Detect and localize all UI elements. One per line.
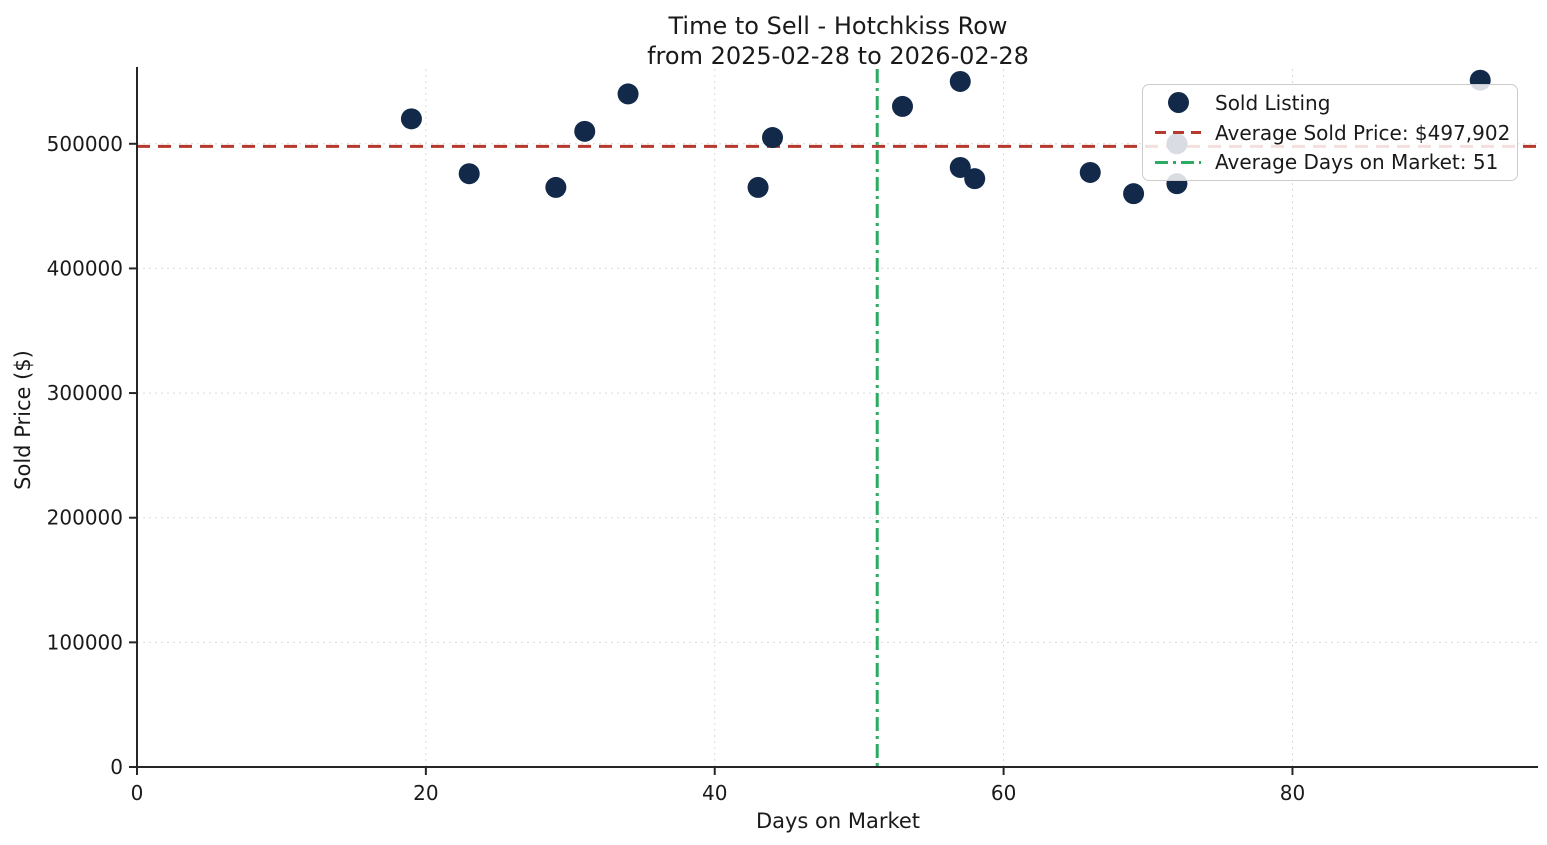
y-tick-label: 100000 bbox=[47, 630, 123, 654]
y-tick-label: 200000 bbox=[47, 506, 123, 530]
axes-layer: 0 20 40 60 80 0 100000 200000 300000 400000 500000 bbox=[47, 67, 1538, 805]
y-tick-label: 0 bbox=[110, 755, 123, 779]
x-tick-label: 0 bbox=[131, 781, 144, 805]
dashed-line-icon bbox=[1155, 130, 1201, 135]
sold-listing-point bbox=[545, 176, 567, 198]
grid-layer bbox=[137, 69, 1538, 767]
chart-title-line-2: from 2025-02-28 to 2026-02-28 bbox=[647, 42, 1029, 70]
sold-listing-point bbox=[747, 176, 769, 198]
y-tick-label: 300000 bbox=[47, 381, 123, 405]
sold-listing-point bbox=[762, 127, 784, 149]
sold-listing-point bbox=[949, 156, 971, 178]
dashdot-line-icon bbox=[1155, 160, 1201, 164]
x-axis-label: Days on Market bbox=[756, 809, 920, 833]
legend-item-average-days-on-market: Average Days on Market: 51 bbox=[1155, 147, 1507, 177]
sold-listing-point bbox=[617, 83, 639, 105]
legend-item-sold-listing: Sold Listing bbox=[1155, 88, 1507, 118]
sold-listing-point bbox=[1123, 183, 1145, 205]
x-tick-label: 20 bbox=[413, 781, 438, 805]
y-tick-label: 500000 bbox=[47, 132, 123, 156]
sold-listing-point bbox=[964, 168, 986, 190]
legend-item-average-sold-price: Average Sold Price: $497,902 bbox=[1155, 118, 1511, 148]
x-tick-label: 40 bbox=[702, 781, 727, 805]
legend-label-sold-listing: Sold Listing bbox=[1215, 90, 1331, 115]
sold-listing-point bbox=[1079, 161, 1101, 183]
sold-listing-point bbox=[458, 163, 480, 185]
sold-listing-point bbox=[949, 70, 971, 92]
legend-label-average-sold-price: Average Sold Price: $497,902 bbox=[1215, 120, 1511, 145]
legend-label-average-days-on-market: Average Days on Market: 51 bbox=[1215, 150, 1499, 175]
y-axis-label: Sold Price ($) bbox=[11, 350, 35, 490]
chart-title-line-1: Time to Sell - Hotchkiss Row bbox=[668, 12, 1008, 40]
legend: Sold Listing Average Sold Price: $497,90… bbox=[1142, 84, 1518, 181]
x-tick-label: 80 bbox=[1280, 781, 1305, 805]
x-tick-label: 60 bbox=[991, 781, 1016, 805]
sold-listing-marker-icon bbox=[1155, 92, 1201, 114]
sold-listing-point bbox=[574, 120, 596, 142]
sold-listing-point bbox=[891, 95, 913, 117]
sold-listing-point bbox=[400, 108, 422, 130]
y-tick-label: 400000 bbox=[47, 256, 123, 280]
